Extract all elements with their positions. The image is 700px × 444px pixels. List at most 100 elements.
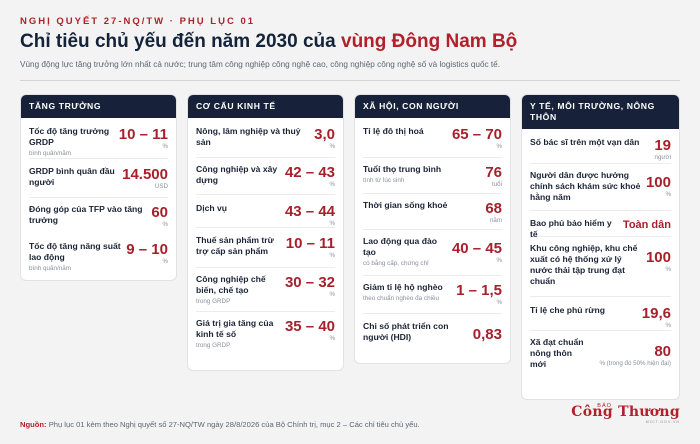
indicator-value: 10 – 11 bbox=[285, 235, 335, 252]
indicator-row: Thời gian sống khoẻ 68 năm bbox=[363, 194, 502, 230]
page-title: Chỉ tiêu chủ yếu đến năm 2030 của vùng Đ… bbox=[20, 31, 517, 53]
indicator-name: Tỉ lệ đô thị hoá bbox=[363, 126, 424, 136]
indicator-unit: % bbox=[162, 258, 168, 265]
indicator-row: Khu công nghiệp, khu chế xuất có hệ thốn… bbox=[530, 237, 671, 297]
column-growth-tail: Tốc độ tăng năng suất lao động bình quân/… bbox=[20, 235, 177, 281]
indicator-name: Bao phủ bảo hiểm y tế bbox=[530, 218, 612, 239]
source-text: Phụ lục 01 kèm theo Nghị quyết số 27-NQ/… bbox=[46, 420, 420, 429]
indicator-row: Tỉ lệ che phủ rừng 19,6% bbox=[530, 297, 671, 331]
indicator-note: có bằng cấp, chứng chỉ bbox=[363, 260, 429, 267]
indicator-name: GRDP bình quân đầu người bbox=[29, 166, 115, 187]
indicator-unit: % bbox=[329, 143, 335, 150]
indicator-value: 14.500 bbox=[122, 166, 168, 183]
indicator-unit: tuổi bbox=[492, 181, 502, 188]
logo-small-text: BÁO bbox=[597, 403, 612, 409]
indicator-unit: % bbox=[665, 191, 671, 198]
header-divider bbox=[20, 80, 680, 81]
indicator-value: 9 – 10 bbox=[126, 241, 168, 258]
indicator-row: Tỉ lệ đô thị hoá 65 – 70% bbox=[363, 120, 502, 158]
indicator-name: Công nghiệp chế biến, chế tạo bbox=[196, 274, 266, 295]
kicker: NGHỊ QUYẾT 27-NQ/TW · PHỤ LỤC 01 bbox=[20, 16, 256, 27]
indicator-value: 35 – 40 bbox=[284, 318, 335, 335]
indicator-value: 100 bbox=[645, 174, 671, 191]
indicator-name: Thuế sản phẩm trừ trợ cấp sản phẩm bbox=[196, 235, 274, 256]
column-title: CƠ CẤU KINH TẾ bbox=[188, 95, 343, 118]
indicator-row: GRDP bình quân đầu người 14.500 USD bbox=[29, 159, 168, 198]
indicator-value: 65 – 70 bbox=[451, 126, 502, 143]
indicator-name: Dịch vụ bbox=[196, 203, 228, 213]
indicator-unit: % bbox=[329, 335, 335, 342]
indicator-unit: USD bbox=[154, 183, 168, 190]
indicator-value: Toàn dân bbox=[622, 219, 671, 231]
indicator-note: theo chuẩn nghèo đa chiều bbox=[363, 295, 439, 302]
indicator-name: Giá trị gia tăng của kinh tế số bbox=[196, 318, 274, 339]
indicator-name: Người dân được hưởng chính sách khám sức… bbox=[530, 170, 641, 202]
indicator-unit: năm bbox=[489, 217, 502, 224]
indicator-value: 10 – 11 bbox=[118, 126, 168, 143]
logo-brand: Công Thương bbox=[571, 404, 680, 420]
indicator-unit: % bbox=[162, 143, 168, 150]
indicator-unit: % bbox=[329, 220, 335, 227]
indicator-unit: % bbox=[329, 291, 335, 298]
indicator-name: Số bác sĩ trên một vạn dân bbox=[530, 137, 640, 147]
column-growth: TĂNG TRƯỞNG Tốc độ tăng trưởng GRDP bình … bbox=[20, 94, 177, 240]
indicator-unit: người bbox=[654, 154, 671, 161]
indicator-row: Giảm tỉ lệ hộ nghèo theo chuẩn nghèo đa c… bbox=[363, 276, 502, 314]
indicator-value: 68 bbox=[485, 200, 502, 217]
indicator-value: 3,0 bbox=[314, 126, 335, 143]
indicator-name: Thời gian sống khoẻ bbox=[363, 200, 448, 210]
indicator-row: Chỉ số phát triển con người (HDI) 0,83 bbox=[363, 314, 502, 354]
indicator-name: Tốc độ tăng trưởng GRDP bbox=[29, 126, 110, 147]
indicator-row: Tuổi thọ trung bình tính từ lúc sinh 76 tu… bbox=[363, 158, 502, 194]
column-title: Y TẾ, MÔI TRƯỜNG, NÔNG THÔN bbox=[522, 95, 679, 129]
source-label: Nguồn: bbox=[20, 420, 47, 429]
indicator-unit: % bbox=[162, 221, 168, 228]
indicator-row: Lao động qua đào tạo có bằng cấp, chứng c… bbox=[363, 230, 502, 276]
indicator-name: Tỉ lệ che phủ rừng bbox=[530, 305, 605, 315]
indicator-row: Thuế sản phẩm trừ trợ cấp sản phẩm 10 – … bbox=[196, 228, 335, 268]
indicator-name: Lao động qua đào tạo bbox=[363, 236, 437, 257]
indicator-unit: % (trong đó 50% hiện đại) bbox=[599, 360, 671, 367]
page-subtitle: Vùng động lực tăng trưởng lớn nhất cả nư… bbox=[20, 60, 500, 69]
indicator-row: Nông, lâm nghiệp và thuỷ sản 3,0% bbox=[196, 120, 335, 158]
indicator-value: 40 – 45 bbox=[451, 240, 502, 257]
indicator-row: Giá trị gia tăng của kinh tế số trong GRD… bbox=[196, 312, 335, 356]
indicator-value: 76 bbox=[485, 164, 502, 181]
indicator-unit: % bbox=[496, 257, 502, 264]
indicator-row: Người dân được hưởng chính sách khám sức… bbox=[530, 164, 671, 211]
indicator-note: tính từ lúc sinh bbox=[363, 177, 405, 184]
indicator-row: Dịch vụ 43 – 44% bbox=[196, 195, 335, 228]
indicator-name: Giảm tỉ lệ hộ nghèo bbox=[363, 282, 443, 292]
indicator-unit: % bbox=[496, 299, 502, 306]
column-title: XÃ HỘI, CON NGƯỜI bbox=[355, 95, 510, 118]
indicator-note: trong GRDP bbox=[196, 342, 231, 349]
indicator-unit: % bbox=[329, 252, 335, 259]
indicator-name: Công nghiệp và xây dựng bbox=[196, 164, 278, 185]
indicator-value: 19 bbox=[654, 137, 671, 154]
indicator-value: 80 bbox=[654, 343, 671, 360]
indicator-value: 1 – 1,5 bbox=[456, 282, 502, 299]
indicator-row: Công nghiệp chế biến, chế tạo trong GRDP … bbox=[196, 268, 335, 312]
indicator-row: Đóng góp của TFP vào tăng trưởng 60% bbox=[29, 198, 168, 232]
indicator-row: Tốc độ tăng năng suất lao động bình quân/… bbox=[29, 237, 168, 279]
indicator-row: Tốc độ tăng trưởng GRDP bình quân/năm 10 … bbox=[29, 120, 168, 159]
indicator-note: bình quân/năm bbox=[29, 265, 72, 272]
indicator-note: trong GRDP bbox=[196, 298, 231, 305]
indicator-name: Chỉ số phát triển con người (HDI) bbox=[363, 321, 449, 342]
column-health-environment: Y TẾ, MÔI TRƯỜNG, NÔNG THÔN Số bác sĩ tr… bbox=[521, 94, 680, 400]
indicator-row: Số bác sĩ trên một vạn dân 19 người bbox=[530, 131, 671, 164]
indicator-name: Nông, lâm nghiệp và thuỷ sản bbox=[196, 126, 301, 147]
indicator-unit: % bbox=[329, 181, 335, 188]
indicator-note: bình quân/năm bbox=[29, 150, 72, 157]
indicator-value: 30 – 32 bbox=[284, 274, 335, 291]
indicator-name: Xã đạt chuẩn nông thôn mới bbox=[530, 337, 584, 369]
indicator-row: Xã đạt chuẩn nông thôn mới 80% (trong đó… bbox=[530, 331, 671, 381]
indicator-unit: % bbox=[665, 322, 671, 329]
indicator-value: 42 – 43 bbox=[284, 164, 335, 181]
indicator-value: 0,83 bbox=[472, 326, 502, 343]
indicator-row: Công nghiệp và xây dựng 42 – 43% bbox=[196, 158, 335, 195]
title-prefix: Chỉ tiêu chủ yếu đến năm 2030 của bbox=[20, 31, 341, 52]
column-society: XÃ HỘI, CON NGƯỜI Tỉ lệ đô thị hoá 65 – … bbox=[354, 94, 511, 364]
indicator-value: 43 – 44 bbox=[284, 203, 335, 220]
indicator-value: 100 bbox=[645, 249, 671, 266]
